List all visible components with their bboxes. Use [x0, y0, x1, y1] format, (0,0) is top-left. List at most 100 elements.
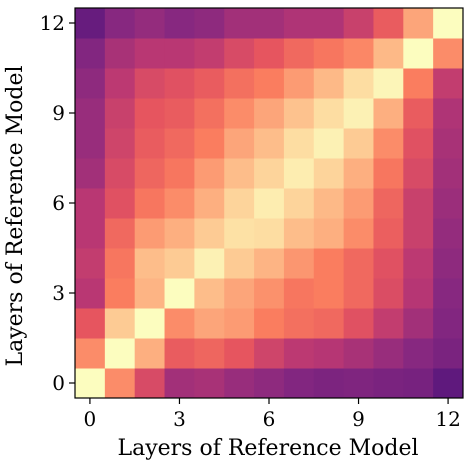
heatmap-cell — [75, 218, 106, 249]
heatmap-cell — [373, 248, 404, 279]
x-tick-label: 0 — [84, 407, 97, 431]
heatmap-cell — [224, 248, 255, 279]
y-tick-label: 6 — [52, 191, 65, 215]
heatmap-cell — [134, 8, 166, 39]
heatmap-cell — [134, 128, 166, 159]
heatmap-cell — [283, 368, 315, 399]
heatmap-cell — [433, 278, 464, 309]
heatmap-cell — [343, 158, 374, 189]
heatmap-cell — [403, 38, 434, 69]
heatmap-cell — [254, 128, 285, 159]
heatmap-cell — [75, 8, 106, 39]
heatmap-cell — [75, 128, 106, 159]
heatmap-cell — [283, 38, 315, 69]
heatmap-cell — [224, 38, 255, 69]
heatmap-cell — [224, 308, 255, 339]
heatmap-cell — [134, 38, 166, 69]
heatmap-cell — [104, 218, 136, 249]
heatmap-cell — [343, 278, 374, 309]
heatmap-cell — [134, 68, 166, 99]
heatmap-cell — [164, 68, 195, 99]
y-axis-ticks: 0 3 6 9 12 — [40, 11, 75, 395]
heatmap-cell — [134, 158, 166, 189]
heatmap-cell — [104, 188, 136, 219]
heatmap-cell — [164, 38, 195, 69]
heatmap-cell — [164, 218, 195, 249]
heatmap-cell — [254, 248, 285, 279]
heatmap-cell — [313, 368, 345, 399]
heatmap-cell — [104, 128, 136, 159]
heatmap-cell — [403, 128, 434, 159]
heatmap-cell — [373, 218, 404, 249]
heatmap-cell — [75, 98, 106, 129]
heatmap-cells — [75, 8, 464, 399]
heatmap-cell — [164, 98, 195, 129]
heatmap-cell — [433, 188, 464, 219]
heatmap-cell — [283, 188, 315, 219]
heatmap-cell — [283, 338, 315, 369]
heatmap-cell — [104, 368, 136, 399]
heatmap-cell — [373, 38, 404, 69]
heatmap-cell — [134, 308, 166, 339]
heatmap-cell — [194, 68, 225, 99]
heatmap-cell — [194, 368, 225, 399]
heatmap-cell — [313, 158, 345, 189]
heatmap-cell — [403, 68, 434, 99]
heatmap-cell — [343, 38, 374, 69]
heatmap-cell — [134, 248, 166, 279]
heatmap-cell — [373, 368, 404, 399]
heatmap-cell — [75, 248, 106, 279]
heatmap-cell — [254, 188, 285, 219]
heatmap-cell — [104, 8, 136, 39]
heatmap-cell — [75, 338, 106, 369]
heatmap-cell — [194, 98, 225, 129]
heatmap-cell — [224, 188, 255, 219]
heatmap-cell — [75, 368, 106, 399]
heatmap-cell — [254, 8, 285, 39]
heatmap-cell — [343, 308, 374, 339]
heatmap-cell — [224, 68, 255, 99]
heatmap-cell — [194, 158, 225, 189]
heatmap-cell — [313, 68, 345, 99]
y-tick-label: 3 — [52, 281, 65, 305]
heatmap-cell — [313, 8, 345, 39]
heatmap-cell — [433, 128, 464, 159]
heatmap-cell — [283, 278, 315, 309]
heatmap-cell — [104, 248, 136, 279]
heatmap-cell — [433, 218, 464, 249]
heatmap-cell — [224, 278, 255, 309]
heatmap-cell — [313, 128, 345, 159]
heatmap-cell — [283, 128, 315, 159]
x-tick-label: 6 — [263, 407, 276, 431]
heatmap-cell — [433, 248, 464, 279]
heatmap-cell — [224, 368, 255, 399]
heatmap-cell — [283, 158, 315, 189]
y-axis-label: Layers of Reference Model — [3, 65, 28, 366]
heatmap-cell — [75, 68, 106, 99]
heatmap-cell — [134, 188, 166, 219]
heatmap-cell — [224, 158, 255, 189]
heatmap-cell — [254, 68, 285, 99]
heatmap-cell — [104, 98, 136, 129]
x-axis-label: Layers of Reference Model — [117, 436, 418, 461]
heatmap-cell — [403, 8, 434, 39]
heatmap-cell — [164, 158, 195, 189]
heatmap-cell — [164, 278, 195, 309]
heatmap-cell — [343, 338, 374, 369]
x-tick-label: 12 — [435, 407, 460, 431]
heatmap-cell — [254, 368, 285, 399]
heatmap-cell — [403, 218, 434, 249]
heatmap-cell — [194, 8, 225, 39]
heatmap-cell — [373, 68, 404, 99]
heatmap-cell — [373, 8, 404, 39]
heatmap-cell — [224, 8, 255, 39]
heatmap-cell — [75, 278, 106, 309]
heatmap-cell — [75, 38, 106, 69]
heatmap-cell — [283, 218, 315, 249]
heatmap-cell — [164, 308, 195, 339]
heatmap-cell — [134, 368, 166, 399]
x-tick-label: 3 — [173, 407, 186, 431]
heatmap-cell — [313, 308, 345, 339]
heatmap-cell — [373, 308, 404, 339]
